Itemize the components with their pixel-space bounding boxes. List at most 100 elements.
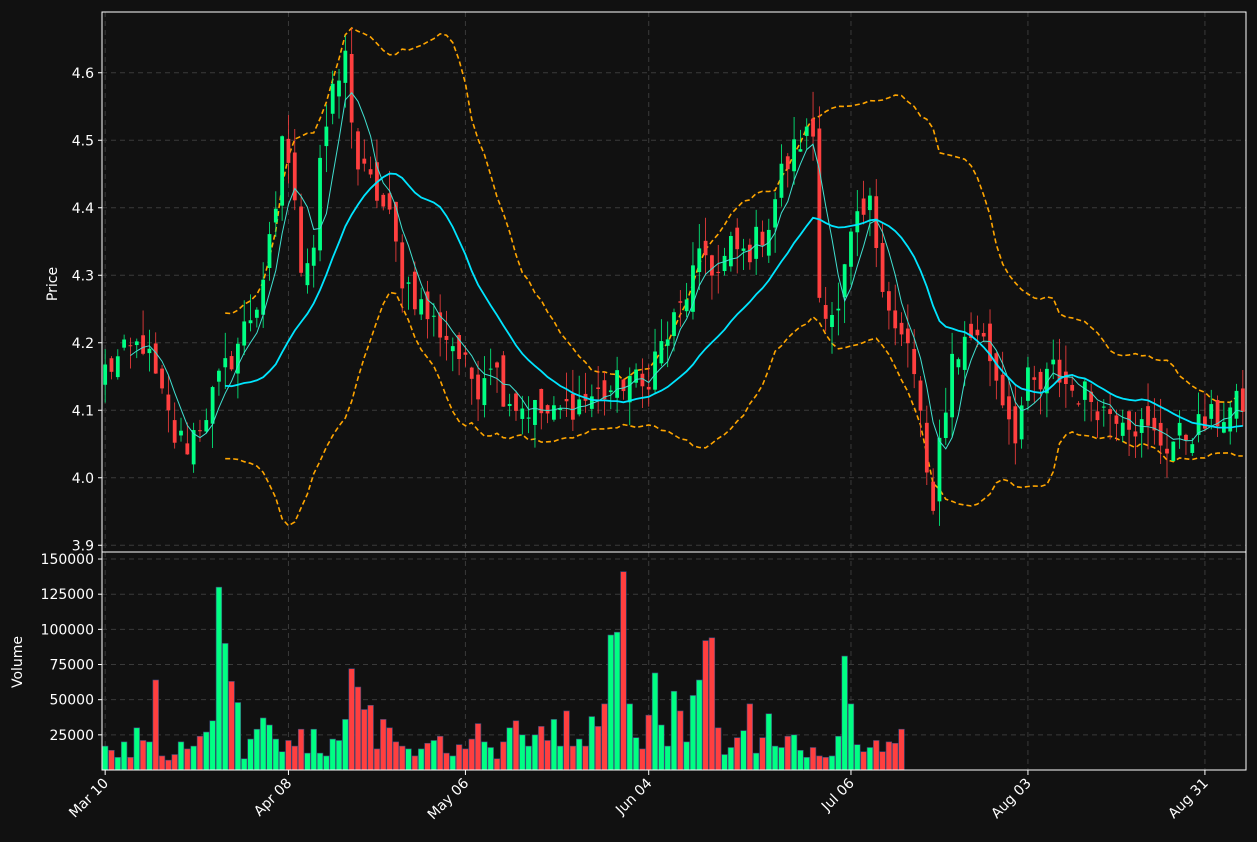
candle-body xyxy=(855,211,860,233)
volume-bar xyxy=(626,703,633,771)
volume-bar xyxy=(765,713,772,771)
candle-body xyxy=(842,264,847,298)
candle-body xyxy=(1240,388,1245,412)
volume-bar xyxy=(531,734,539,771)
candle-body xyxy=(242,321,247,346)
price-tick-label: 4.2 xyxy=(72,336,94,352)
volume-bar xyxy=(241,758,248,771)
candle-body xyxy=(1184,434,1188,441)
candle-body xyxy=(273,208,278,223)
volume-bar xyxy=(196,735,204,771)
volume-bar xyxy=(866,747,874,771)
volume-bar xyxy=(133,727,140,771)
candle-body xyxy=(754,226,759,259)
volume-bar xyxy=(822,757,829,771)
candle-body xyxy=(621,379,626,392)
candle-body xyxy=(153,343,158,374)
candle-body xyxy=(552,405,556,420)
volume-bar xyxy=(493,758,501,771)
candle-body xyxy=(299,206,303,273)
volume-bar xyxy=(696,679,703,771)
candle-body xyxy=(343,50,348,83)
candle-body xyxy=(514,393,518,411)
volume-bar xyxy=(190,745,197,771)
volume-bar xyxy=(323,755,330,771)
candle-body xyxy=(526,417,531,419)
volume-bar xyxy=(689,695,697,771)
volume-panel: 25000 50000 75000 100000 125000 150000 Volume xyxy=(10,551,1247,771)
candle-body xyxy=(330,83,335,114)
candle-body xyxy=(349,53,354,123)
candle-body xyxy=(836,308,841,311)
candle-body xyxy=(324,126,329,147)
volume-bar xyxy=(683,741,690,771)
candle-body xyxy=(1032,377,1037,380)
candle-body xyxy=(1045,368,1049,394)
candle-body xyxy=(412,271,417,310)
candle-body xyxy=(849,231,853,267)
candle-body xyxy=(760,231,765,246)
candle-body xyxy=(122,339,127,348)
candle-body xyxy=(1171,441,1176,462)
volume-bar xyxy=(443,752,450,771)
volume-bar xyxy=(348,668,355,771)
candle-body xyxy=(811,118,815,137)
candle-body xyxy=(703,240,708,256)
ma-short-line xyxy=(130,92,1243,450)
volume-bar xyxy=(171,754,178,771)
volume-tick-label: 100000 xyxy=(41,622,94,638)
volume-bar xyxy=(538,726,545,771)
volume-bar xyxy=(253,728,260,771)
candle-body xyxy=(147,348,152,354)
volume-bar xyxy=(727,747,735,771)
volume-bar xyxy=(601,703,608,771)
candle-body xyxy=(368,169,373,175)
price-tick-label: 4.1 xyxy=(72,403,94,419)
candle-body xyxy=(425,291,430,320)
candle-body xyxy=(602,380,607,400)
candle-body xyxy=(185,443,190,455)
candle-body xyxy=(716,271,721,273)
candle-body xyxy=(134,341,139,346)
volume-bar xyxy=(209,720,216,771)
volume-bar xyxy=(108,750,115,771)
candle-body xyxy=(1082,381,1087,400)
candle-body xyxy=(438,312,443,338)
candle-body xyxy=(1127,411,1131,430)
volume-bar xyxy=(418,748,425,771)
candle-body xyxy=(223,358,228,368)
volume-bar xyxy=(828,755,836,771)
volume-bar xyxy=(778,747,785,771)
candle-body xyxy=(956,359,961,368)
candle-body xyxy=(817,128,822,298)
candle-body xyxy=(248,320,253,324)
volume-bar xyxy=(519,734,526,771)
volume-bar xyxy=(215,586,223,771)
candle-body xyxy=(1070,384,1075,391)
volume-bar xyxy=(184,748,191,771)
volume-bar xyxy=(424,742,431,771)
candle-body xyxy=(785,156,790,170)
candle-body xyxy=(507,403,512,406)
candle-body xyxy=(1228,407,1233,432)
candle-body xyxy=(217,370,221,382)
volume-bar xyxy=(222,643,229,771)
candle-body xyxy=(981,332,986,337)
candle-body xyxy=(893,310,898,329)
volume-bar xyxy=(632,737,640,771)
candle-body xyxy=(899,322,904,335)
candle-body xyxy=(1234,390,1239,419)
candle-body xyxy=(520,408,525,419)
candle-body xyxy=(166,394,171,411)
candle-body xyxy=(564,399,569,402)
candle-body xyxy=(463,352,468,355)
candle-body xyxy=(229,356,234,370)
candle-body xyxy=(943,412,948,438)
candle-body xyxy=(912,348,917,375)
volume-bar xyxy=(247,738,254,771)
candle-body xyxy=(596,387,601,389)
candle-body xyxy=(1095,411,1100,421)
volume-bar xyxy=(354,686,362,771)
candle-body xyxy=(210,387,215,424)
volume-tick-label: 25000 xyxy=(49,728,94,744)
